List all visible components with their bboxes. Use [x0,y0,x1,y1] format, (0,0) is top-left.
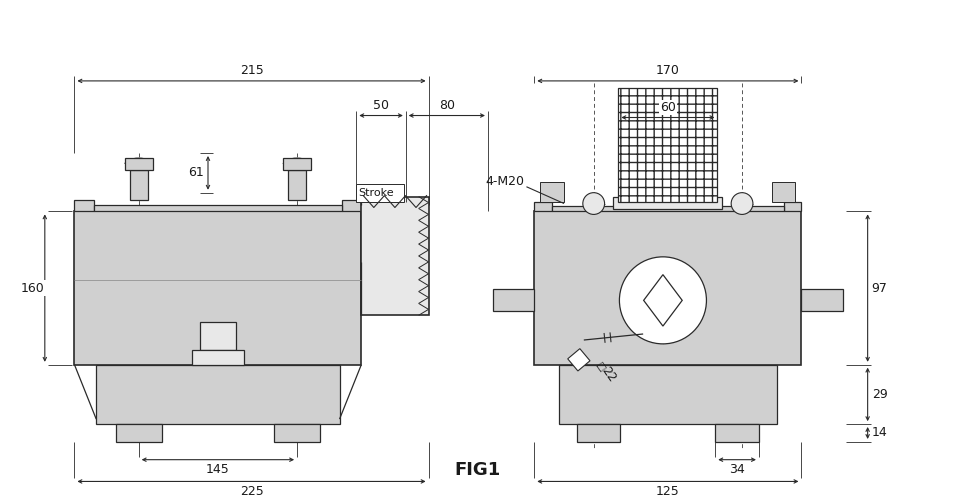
Text: 29: 29 [871,388,886,401]
Text: 145: 145 [206,463,230,476]
Text: 50: 50 [373,99,389,112]
Text: Stroke: Stroke [358,187,394,198]
Bar [341,200,361,212]
Bar [361,197,428,316]
Text: 4-M20: 4-M20 [485,175,524,188]
Bar [577,424,619,442]
Text: FIG1: FIG1 [454,461,499,479]
Circle shape [730,193,752,214]
Bar [288,170,306,200]
Text: 215: 215 [239,64,263,77]
Text: 61: 61 [188,166,204,179]
Bar [116,424,161,442]
Bar [274,424,319,442]
Bar [94,205,341,212]
Text: 80: 80 [438,99,455,112]
Bar [356,184,403,202]
Circle shape [582,193,604,214]
Bar [96,365,339,424]
Bar [618,88,717,202]
Text: 225: 225 [239,485,263,498]
Text: 34: 34 [728,463,744,476]
Bar [613,197,721,210]
Bar [552,206,782,212]
Bar [74,200,94,212]
Text: 22: 22 [598,364,618,385]
Bar [74,212,361,365]
Text: 125: 125 [656,485,679,498]
Bar [130,170,148,200]
Bar [361,281,375,296]
Text: □: □ [593,360,606,373]
Bar [715,424,758,442]
Polygon shape [567,349,589,371]
Text: 170: 170 [656,64,679,77]
Bar [192,350,243,365]
Bar [539,182,563,202]
Text: 60: 60 [659,101,675,114]
Bar [493,289,534,311]
Text: 14: 14 [871,426,886,439]
Polygon shape [643,275,681,326]
Bar [283,158,311,170]
Circle shape [618,257,706,344]
Bar [534,202,552,212]
Bar [771,182,795,202]
Bar [125,158,152,170]
Bar [534,212,801,365]
Bar [801,289,842,311]
Text: 97: 97 [871,282,886,295]
Bar [782,202,801,212]
Bar [558,365,776,424]
Bar [200,322,235,350]
Text: 160: 160 [21,282,45,295]
